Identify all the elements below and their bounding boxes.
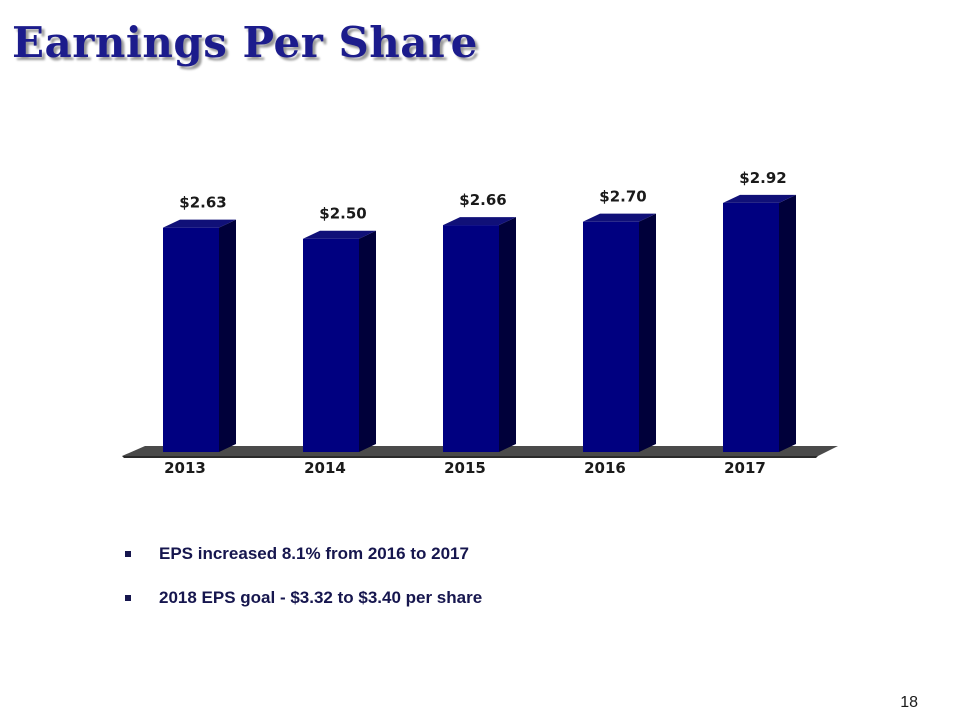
bullet-marker-icon [125,551,131,557]
bar [303,238,359,452]
bar-top [723,194,796,203]
bullet-marker-icon [125,595,131,601]
bar-side [359,230,376,452]
bar [163,227,219,452]
bullet-text: EPS increased 8.1% from 2016 to 2017 [159,544,469,563]
bar-top [163,219,236,228]
bullet-item: 2018 EPS goal - $3.32 to $3.40 per share [120,584,482,612]
bar-side [499,217,516,452]
bar [583,221,639,452]
eps-bar-chart: $2.63 2013 $2.50 2014 $2.66 2015 $2.70 2016 $2.9… [122,169,838,477]
bar [443,225,499,452]
page-title: Earnings Per Share [12,18,478,67]
bar [723,202,779,452]
data-label: $2.70 [599,188,646,206]
x-tick-label: 2015 [444,459,486,477]
bar-side [639,213,656,452]
bar-side [219,219,236,452]
data-label: $2.66 [459,191,506,209]
data-label: $2.63 [179,194,226,212]
x-tick-label: 2013 [164,459,206,477]
bar-top [443,217,516,226]
page-number: 18 [900,694,918,711]
x-tick-label: 2014 [304,459,346,477]
x-tick-label: 2017 [724,459,766,477]
bullet-item: EPS increased 8.1% from 2016 to 2017 [120,540,482,568]
data-label: $2.92 [739,169,786,187]
x-tick-label: 2016 [584,459,626,477]
bullet-list: EPS increased 8.1% from 2016 to 2017 201… [120,540,482,628]
bar-top [303,230,376,239]
bar-side [779,194,796,452]
bullet-text: 2018 EPS goal - $3.32 to $3.40 per share [159,588,483,607]
bar-top [583,213,656,222]
chart-floor-edge [122,456,818,458]
data-label: $2.50 [319,205,366,223]
